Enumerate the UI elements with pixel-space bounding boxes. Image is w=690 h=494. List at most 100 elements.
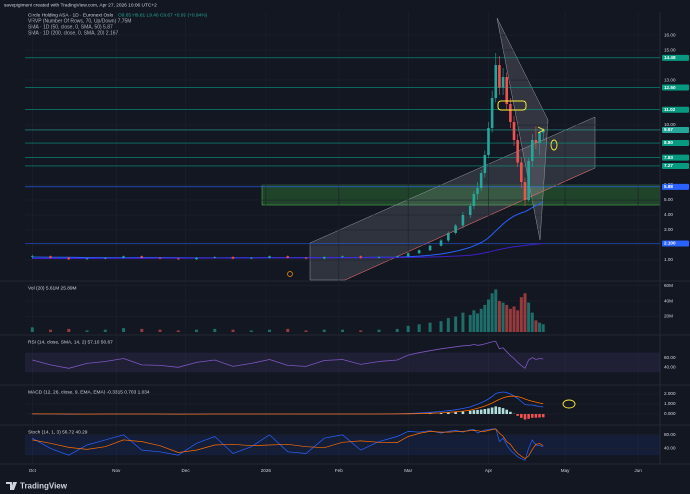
volume-bar (454, 316, 458, 332)
pane-title: Stoch (14, 1, 3) 56.72 40.29 (28, 429, 88, 435)
volume-bar (176, 330, 180, 332)
volume-bar (249, 330, 253, 332)
volume-bar (268, 329, 272, 332)
ohlc: O9.65 H9.81 L9.40 C9.67 +0.09 (+0.94%) (118, 12, 207, 18)
level-tag (662, 126, 689, 133)
volume-bar (439, 321, 443, 332)
level-tag (662, 183, 689, 190)
macd-histogram (509, 411, 512, 414)
candle-body (359, 256, 363, 258)
indicator-label: SMA · 1D (200, close, 0, SMA, 20) 2.167 (28, 30, 119, 36)
volume-bar (486, 299, 490, 332)
level-tag (662, 140, 689, 147)
y-tick-label: 5.00 (664, 197, 673, 202)
macd-histogram (472, 410, 476, 414)
volume-bar (446, 318, 450, 332)
level-tag (662, 54, 689, 61)
candle-body (377, 257, 381, 258)
x-tick-label: 2026 (261, 468, 272, 473)
macd-histogram (501, 408, 505, 414)
trend-line (344, 169, 591, 281)
y-tick-label: 1.00 (664, 257, 673, 262)
candle-body (439, 240, 443, 246)
pane-title: MACD (12, 26, close, 9, EMA, EMA) -0.331… (28, 389, 150, 395)
volume-bar (213, 328, 217, 332)
x-tick-label: Mar (404, 468, 412, 473)
candle-body (286, 256, 290, 258)
volume-bar (231, 329, 235, 332)
candle-body (447, 233, 450, 241)
stoch-band (25, 434, 660, 456)
candle-body (501, 77, 505, 88)
macd-histogram (439, 412, 443, 414)
volume-bar (377, 329, 381, 332)
macd-histogram (483, 409, 487, 414)
macd-histogram (479, 409, 483, 414)
rsi-band (25, 352, 660, 373)
volume-bar (530, 312, 534, 332)
candle-body (304, 257, 308, 259)
macd-histogram (447, 412, 450, 414)
y-tick-label: 20M (664, 314, 673, 319)
event-marker (287, 271, 293, 277)
candle-body (85, 258, 89, 260)
candle-body (417, 250, 421, 254)
candle-body (512, 122, 516, 141)
highlight (537, 126, 546, 134)
candle-body (483, 155, 487, 174)
candle-body (428, 245, 432, 251)
level-tag-label: 7.27 (664, 163, 673, 168)
volume-bar (67, 328, 71, 332)
candle-body (406, 253, 410, 257)
volume-bar (490, 293, 494, 332)
candle-body (530, 140, 534, 162)
y-tick-label: 13.00 (664, 77, 676, 82)
candle-body (490, 98, 494, 129)
candle-body (231, 257, 235, 259)
candle-body (505, 77, 509, 105)
volume-bar (322, 329, 326, 332)
candle-body (395, 256, 399, 258)
volume-bar (527, 302, 531, 332)
y-tick-label: 60.00 (664, 355, 676, 360)
volume-bar (516, 310, 520, 332)
candle-body (461, 215, 465, 226)
candle-body (468, 206, 472, 216)
candle-body (527, 161, 530, 201)
x-tick-label: Nov (112, 468, 121, 473)
y-tick-label: 16.00 (664, 32, 676, 37)
macd-histogram (494, 406, 498, 414)
y-tick-label: 40M (664, 298, 673, 303)
x-tick-label: Feb (335, 468, 343, 473)
macd-histogram (538, 414, 541, 418)
y-tick-label: 40.00 (664, 446, 676, 451)
macd-histogram (527, 414, 530, 419)
volume-bar (122, 328, 126, 332)
candle-body (520, 162, 523, 183)
candle-body (476, 188, 479, 195)
volume-bar (428, 322, 432, 332)
y-tick-label: 3.00 (664, 227, 673, 232)
candle-body (538, 132, 541, 144)
macd-histogram (468, 410, 472, 414)
brand: TradingView (20, 482, 68, 491)
volume-bar (523, 293, 527, 332)
volume-bar (341, 329, 344, 332)
candle-body (49, 256, 52, 258)
symbol-title: Circle Holding ASA · 1D · Euronext Oslo (28, 12, 114, 18)
macd-histogram (541, 414, 545, 418)
macd-histogram (498, 407, 501, 414)
volume-bar (497, 301, 501, 332)
volume-bar (417, 324, 421, 332)
macd-histogram (520, 414, 523, 418)
indicator-label: SMA · 1D (50, close, 0, SMA, 50) 5.87 (28, 24, 113, 30)
candle-body (176, 258, 180, 260)
highlight (497, 100, 527, 111)
level-tag-label: 2.100 (664, 241, 676, 246)
candle-body (541, 129, 545, 133)
credit: savepigimeni created with TradingView.co… (4, 2, 157, 8)
volume-bar (359, 330, 363, 332)
x-tick-label: Oct (29, 468, 37, 473)
